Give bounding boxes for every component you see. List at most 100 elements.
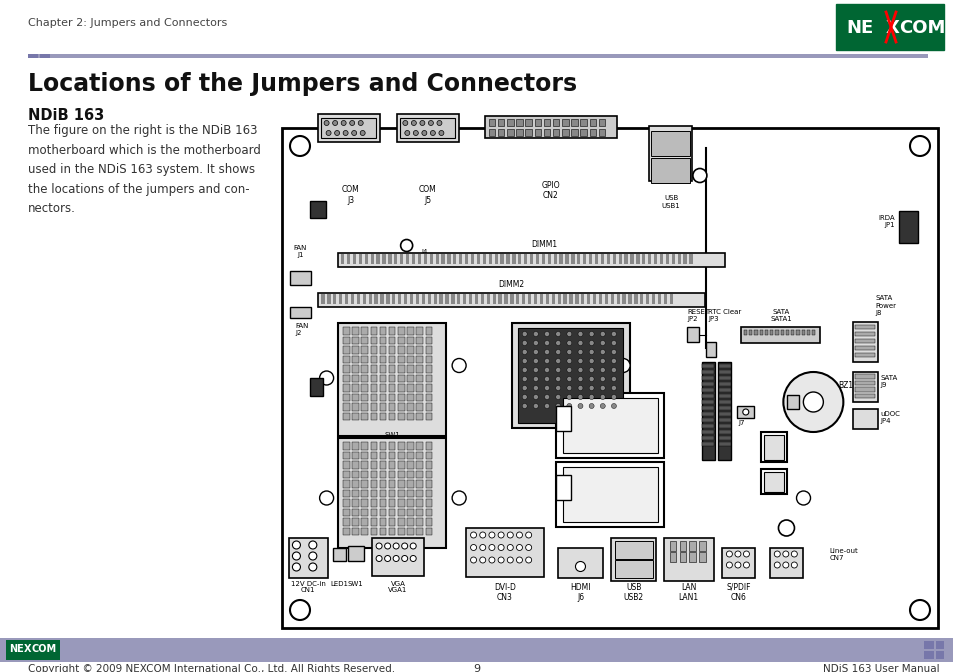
Circle shape xyxy=(802,392,822,412)
Bar xyxy=(389,346,395,353)
Bar xyxy=(476,254,479,259)
Bar xyxy=(375,299,377,304)
Bar xyxy=(606,254,609,259)
Bar xyxy=(553,129,558,136)
Text: NE: NE xyxy=(9,644,24,654)
Bar xyxy=(361,480,368,487)
Bar xyxy=(669,541,676,551)
Bar xyxy=(290,271,311,284)
Bar xyxy=(671,259,674,264)
Bar xyxy=(663,538,713,581)
Bar xyxy=(358,254,361,259)
Bar xyxy=(480,299,483,304)
Bar xyxy=(397,509,404,516)
Circle shape xyxy=(782,372,842,432)
Bar xyxy=(425,346,432,353)
Bar xyxy=(453,254,456,259)
Bar xyxy=(453,259,456,264)
Bar xyxy=(370,480,376,487)
Circle shape xyxy=(589,368,594,372)
Circle shape xyxy=(352,130,356,136)
Bar xyxy=(492,299,496,304)
Bar xyxy=(650,157,689,183)
Bar xyxy=(719,430,730,434)
Bar xyxy=(397,442,404,450)
Bar xyxy=(790,330,794,335)
Circle shape xyxy=(589,376,594,382)
Bar xyxy=(595,259,598,264)
Bar xyxy=(565,259,568,264)
Bar xyxy=(571,254,574,259)
Bar xyxy=(407,489,414,497)
Circle shape xyxy=(796,491,810,505)
Bar xyxy=(556,474,570,499)
Bar xyxy=(397,499,404,507)
Bar xyxy=(416,403,422,411)
Bar xyxy=(595,254,598,259)
Circle shape xyxy=(497,557,503,563)
Text: LED1: LED1 xyxy=(331,581,349,587)
Bar xyxy=(333,548,346,560)
Bar xyxy=(362,294,366,299)
Bar xyxy=(614,541,652,559)
Bar xyxy=(347,254,350,259)
Bar xyxy=(641,259,645,264)
Text: SW1: SW1 xyxy=(347,581,363,587)
Bar xyxy=(416,442,422,450)
Bar xyxy=(389,384,395,392)
Bar xyxy=(786,395,798,409)
Bar xyxy=(407,461,414,468)
Bar xyxy=(588,254,592,259)
Bar xyxy=(598,119,605,126)
Bar xyxy=(416,499,422,507)
Circle shape xyxy=(544,341,549,345)
Bar xyxy=(407,355,414,363)
Bar xyxy=(337,253,724,267)
Circle shape xyxy=(611,331,616,337)
Bar xyxy=(475,299,477,304)
Bar xyxy=(480,294,483,299)
Bar xyxy=(407,413,414,420)
Text: Locations of the Jumpers and Connectors: Locations of the Jumpers and Connectors xyxy=(28,72,577,96)
Circle shape xyxy=(410,556,416,562)
Circle shape xyxy=(521,403,527,409)
Bar xyxy=(394,254,397,259)
Bar xyxy=(416,518,422,526)
Bar xyxy=(352,509,358,516)
Bar xyxy=(679,541,685,551)
Bar xyxy=(352,337,358,344)
Bar xyxy=(701,418,714,422)
Bar xyxy=(416,480,422,487)
Circle shape xyxy=(488,557,495,563)
Bar xyxy=(429,259,433,264)
Bar xyxy=(682,254,686,259)
Bar xyxy=(641,254,645,259)
Circle shape xyxy=(555,403,560,409)
Bar xyxy=(397,489,404,497)
Bar xyxy=(510,299,513,304)
Text: COM: COM xyxy=(32,644,57,654)
Bar xyxy=(388,254,391,259)
Bar xyxy=(343,452,349,459)
Bar xyxy=(361,355,368,363)
Bar xyxy=(523,259,527,264)
Bar xyxy=(689,552,695,562)
Text: NDiS 163 User Manual: NDiS 163 User Manual xyxy=(822,664,939,672)
Bar xyxy=(606,259,609,264)
Bar xyxy=(488,119,495,126)
Bar xyxy=(553,254,557,259)
Bar xyxy=(389,442,395,450)
Bar xyxy=(852,409,877,429)
Bar xyxy=(352,452,358,459)
Bar xyxy=(361,489,368,497)
Bar xyxy=(669,552,676,562)
Bar xyxy=(416,346,422,353)
Bar xyxy=(551,294,555,299)
Text: uDOC
JP4: uDOC JP4 xyxy=(880,411,900,423)
Bar xyxy=(352,374,358,382)
Bar xyxy=(482,259,485,264)
Bar xyxy=(397,365,404,372)
Bar xyxy=(416,509,422,516)
Circle shape xyxy=(575,562,585,571)
Circle shape xyxy=(599,394,604,399)
